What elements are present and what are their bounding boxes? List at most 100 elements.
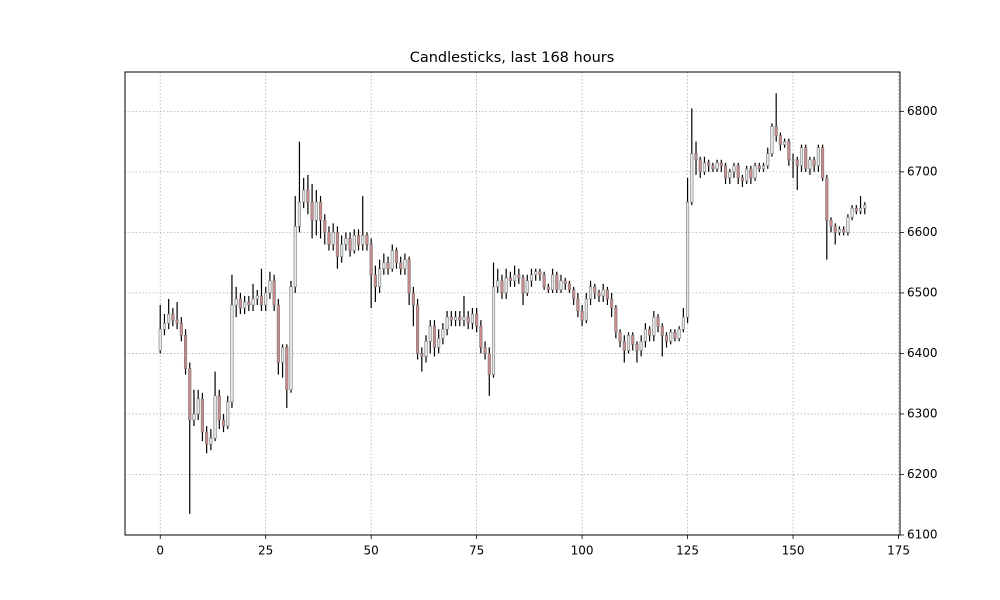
candle-body xyxy=(470,313,474,324)
candle-body xyxy=(529,274,534,282)
candle-body xyxy=(711,165,715,170)
candle-body xyxy=(205,431,209,445)
candle-body xyxy=(475,313,479,327)
candle-body xyxy=(361,235,365,245)
candle-body xyxy=(352,235,356,251)
y-tick-label: 6600 xyxy=(907,225,938,239)
candle-body xyxy=(399,262,403,269)
candle-body xyxy=(327,232,331,245)
candle-body xyxy=(369,244,373,276)
candle-body xyxy=(652,316,656,336)
x-tick-label: 100 xyxy=(571,544,594,558)
candle-body xyxy=(702,162,707,173)
candle-body xyxy=(500,280,504,294)
candle-body xyxy=(669,331,673,342)
candle-body xyxy=(858,207,863,212)
candle-body xyxy=(259,295,264,306)
candle-body xyxy=(318,201,323,221)
candle-body xyxy=(660,325,664,336)
candle-body xyxy=(799,147,804,167)
candle-body xyxy=(340,244,344,257)
candle-body xyxy=(175,319,179,324)
candle-body xyxy=(382,262,386,269)
candle-body xyxy=(238,298,242,309)
candle-body xyxy=(749,168,753,179)
candle-body xyxy=(200,398,204,433)
candle-body xyxy=(411,292,415,306)
candle-body xyxy=(323,219,327,233)
candle-body xyxy=(403,259,407,269)
candle-body xyxy=(787,141,791,161)
candle-body xyxy=(264,292,268,306)
candle-body xyxy=(356,235,361,245)
candle-body xyxy=(576,298,580,312)
candle-body xyxy=(542,274,546,288)
candle-body xyxy=(230,304,234,403)
candle-body xyxy=(344,238,348,245)
candle-body xyxy=(837,229,842,233)
candle-body xyxy=(584,298,588,321)
candle-body xyxy=(521,277,525,294)
candle-body xyxy=(504,277,508,294)
candle-body xyxy=(390,250,394,269)
candle-body xyxy=(255,295,259,300)
candle-body xyxy=(854,207,858,212)
candle-body xyxy=(513,274,517,282)
candle-body xyxy=(251,298,255,306)
candle-body xyxy=(221,419,226,427)
candle-body xyxy=(715,162,719,170)
candle-body xyxy=(432,325,437,348)
candle-body xyxy=(272,280,276,306)
candle-body xyxy=(698,159,702,173)
candle-body xyxy=(247,301,251,306)
candle-body xyxy=(572,289,576,300)
candle-body xyxy=(551,274,555,291)
candle-body xyxy=(774,126,778,136)
x-tick-label: 50 xyxy=(364,544,379,558)
x-tick-label: 125 xyxy=(676,544,699,558)
candle-body xyxy=(833,226,837,233)
candle-body xyxy=(424,341,428,357)
candle-body xyxy=(449,316,453,321)
candle-body xyxy=(407,259,411,294)
candle-body xyxy=(559,280,563,291)
candle-body xyxy=(736,165,740,179)
candle-body xyxy=(770,126,774,155)
candle-body xyxy=(348,238,352,251)
candle-body xyxy=(538,271,542,276)
x-tick-label: 175 xyxy=(887,544,910,558)
candle-body xyxy=(183,334,188,369)
candle-body xyxy=(268,280,272,294)
candle-body xyxy=(690,153,694,203)
candle-body xyxy=(365,235,369,245)
candle-body xyxy=(677,328,681,339)
candle-body xyxy=(466,316,470,324)
y-tick-label: 6400 xyxy=(907,346,938,360)
chart-title: Candlesticks, last 168 hours xyxy=(410,50,615,66)
candle-body xyxy=(179,322,183,336)
candle-body xyxy=(740,177,744,182)
candle-body xyxy=(778,135,782,145)
candle-body xyxy=(664,334,669,342)
candle-body xyxy=(226,401,230,427)
candle-body xyxy=(209,437,213,445)
candle-body xyxy=(563,280,567,285)
candle-body xyxy=(196,398,200,415)
candle-body xyxy=(386,262,390,269)
candle-body xyxy=(243,301,247,309)
candle-body xyxy=(479,325,483,348)
candle-body xyxy=(618,331,622,342)
candle-body xyxy=(732,165,736,173)
x-tick-label: 150 xyxy=(782,544,805,558)
candle-body xyxy=(378,268,382,288)
candle-body xyxy=(761,165,766,170)
candle-body xyxy=(306,189,310,203)
x-tick-label: 75 xyxy=(469,544,484,558)
candle-body xyxy=(643,328,647,342)
candle-body xyxy=(610,298,614,309)
y-tick-label: 6800 xyxy=(907,104,938,118)
candle-body xyxy=(808,159,812,170)
candle-body xyxy=(437,338,441,348)
candle-body xyxy=(656,316,660,327)
candle-body xyxy=(462,316,466,321)
